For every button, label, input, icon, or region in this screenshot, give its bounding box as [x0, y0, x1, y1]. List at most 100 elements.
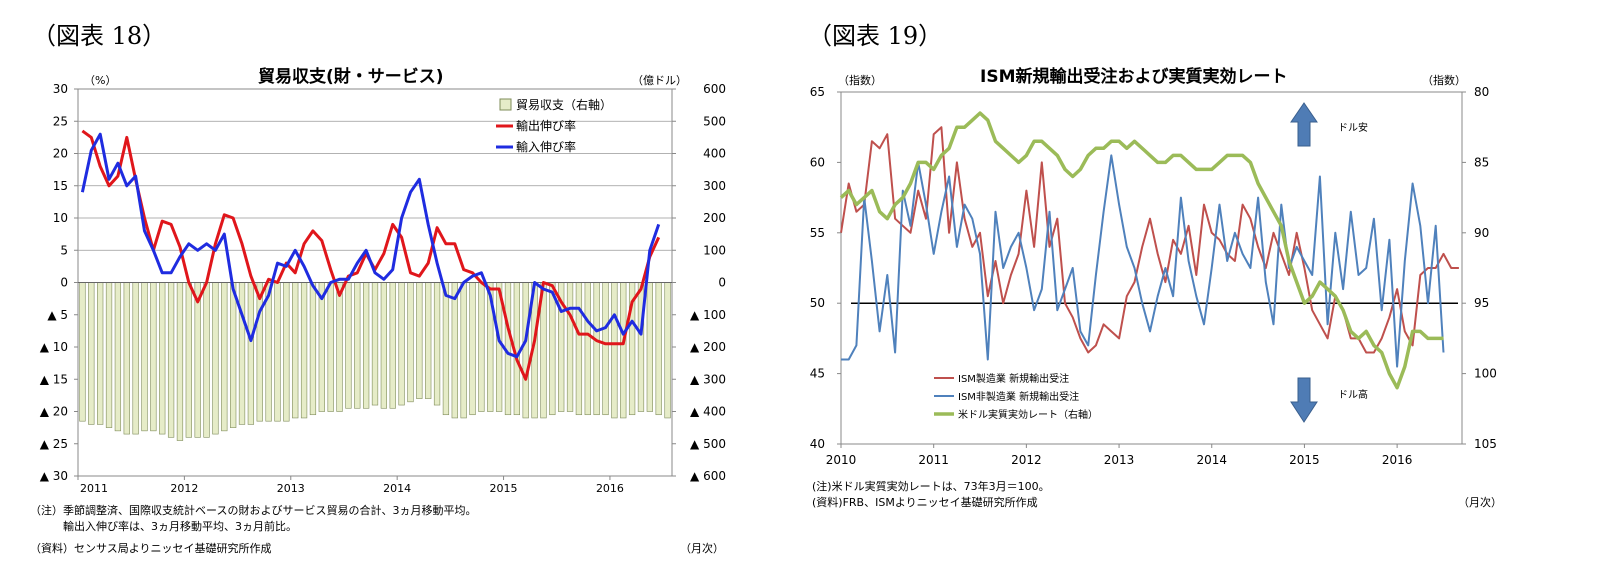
trade-balance-bar [247, 282, 255, 425]
trade-balance-bar [88, 282, 95, 425]
trade-balance-bar [646, 282, 653, 412]
figure-label-18: （図表 18） [32, 22, 167, 50]
trade-balance-bar [203, 282, 210, 438]
trade-balance-bar [256, 282, 263, 422]
import-growth-line [80, 132, 661, 359]
y-tick-left: 40 [810, 437, 825, 451]
y-unit-right: （億ドル） [632, 74, 687, 87]
trade-balance-bar [451, 282, 458, 419]
y-tick-left: 65 [810, 85, 825, 99]
chart-title-left: 貿易収支(財・サービス) [258, 67, 444, 87]
y-tick-left: ▲ 30 [40, 469, 68, 483]
y-tick-left: ▲ 15 [40, 372, 68, 386]
arrow-down-icon [1290, 377, 1318, 423]
x-tick-label: 2015 [1289, 453, 1320, 467]
trade-balance-bar [407, 282, 414, 403]
legend-reer-label: 米ドル実質実効レート（右軸） [958, 408, 1098, 421]
y-tick-right: 100 [703, 243, 726, 257]
x-tick-label: 2013 [1104, 453, 1135, 467]
y-tick-right: 85 [1474, 155, 1489, 169]
x-tick-label: 2011 [80, 482, 108, 495]
y-tick-right: 95 [1474, 296, 1489, 310]
trade-balance-bar [380, 282, 388, 409]
x-tick-label: 2014 [1196, 453, 1227, 467]
trade-balance-bar [230, 282, 237, 428]
x-tick-label: 2010 [826, 453, 857, 467]
trade-balance-bar [185, 282, 192, 438]
trade-balance-bar [362, 282, 370, 409]
y-tick-left: 45 [810, 367, 825, 381]
x-tick-label: 2012 [170, 482, 198, 495]
trade-balance-bar [194, 282, 201, 438]
trade-balance-bar [123, 282, 130, 435]
y-tick-left: ▲ 25 [40, 437, 68, 451]
x-tick-label: 2016 [596, 482, 624, 495]
y-tick-right: 400 [703, 147, 726, 161]
trade-balance-bar [460, 282, 467, 419]
y-tick-left: 50 [810, 296, 825, 310]
trade-balance-bar [150, 282, 157, 432]
trade-balance-bar [584, 282, 591, 416]
x-tick-label: 2015 [490, 482, 518, 495]
trade-balance-bar [300, 282, 308, 419]
figure-label-19: （図表 19） [808, 22, 943, 50]
x-tick-label: 2014 [383, 482, 411, 495]
trade-balance-bar [212, 282, 219, 435]
trade-balance-bar [416, 282, 423, 399]
y-tick-right: 300 [703, 179, 726, 193]
right-x-unit: （月次） [1458, 496, 1502, 509]
y-tick-left: 20 [53, 147, 68, 161]
arrow-up-icon [1290, 102, 1318, 147]
y-tick-right: ▲ 500 [690, 437, 726, 451]
trade-balance-bar [398, 282, 405, 406]
y-tick-left: 10 [53, 211, 68, 225]
trade-balance-bar [620, 282, 627, 419]
trade-balance-bar [345, 282, 352, 409]
y-tick-right: ▲ 400 [690, 405, 726, 419]
trade-balance-bar [575, 282, 583, 416]
y-tick-left: 30 [53, 82, 68, 96]
trade-balance-bar [238, 282, 246, 425]
legend-bar-label: 貿易収支（右軸） [516, 97, 612, 112]
reer-line [839, 111, 1444, 390]
y-unit-right-right-chart: （指数） [1422, 74, 1466, 87]
y-tick-left: 25 [53, 114, 68, 128]
trade-balance-bar [221, 282, 228, 432]
y-tick-right: 80 [1474, 85, 1489, 99]
trade-balance-bar [114, 282, 122, 432]
y-tick-left: ▲ 20 [40, 405, 68, 419]
ism-export-chart: 65 60 55 50 45 40 80 85 90 95 100 105 2010 2011 2012 20… [810, 85, 1497, 467]
left-x-unit: （月次） [680, 542, 724, 555]
y-tick-right: 200 [703, 211, 726, 225]
trade-balance-bar [593, 282, 600, 416]
y-tick-left: ▲ 10 [40, 340, 68, 354]
trade-balance-bar [141, 282, 148, 432]
legend-export-label: 輸出伸び率 [516, 118, 576, 133]
x-tick-label: 2016 [1382, 453, 1413, 467]
trade-balance-bar [176, 282, 184, 441]
legend-bar-swatch [499, 98, 512, 111]
trade-balance-bar [327, 282, 334, 412]
trade-balance-bar [425, 282, 432, 399]
trade-balance-bar [602, 282, 609, 416]
legend-mfg-label: ISM製造業 新規輸出受注 [958, 372, 1069, 385]
trade-balance-bar [478, 282, 485, 412]
y-tick-left: 60 [810, 155, 825, 169]
y-tick-right: 600 [703, 82, 726, 96]
trade-balance-bar [167, 282, 175, 438]
y-tick-right: 0 [718, 276, 726, 290]
chart-title-right: ISM新規輸出受注および実質実効レート [980, 67, 1288, 87]
trade-balance-bar [549, 282, 556, 416]
trade-balance-bar [566, 282, 574, 412]
legend-background [928, 366, 1178, 424]
trade-balance-bar [442, 282, 450, 416]
x-tick-label: 2013 [277, 482, 305, 495]
trade-balance-bar [105, 282, 113, 428]
y-tick-left: ▲ 5 [47, 308, 68, 322]
left-source: （資料）センサス局よりニッセイ基礎研究所作成 [30, 542, 272, 555]
y-unit-left: （%） [84, 74, 117, 87]
trade-balance-bar [132, 282, 139, 435]
y-tick-left: 55 [810, 226, 825, 240]
trade-balance-bar [292, 282, 299, 419]
